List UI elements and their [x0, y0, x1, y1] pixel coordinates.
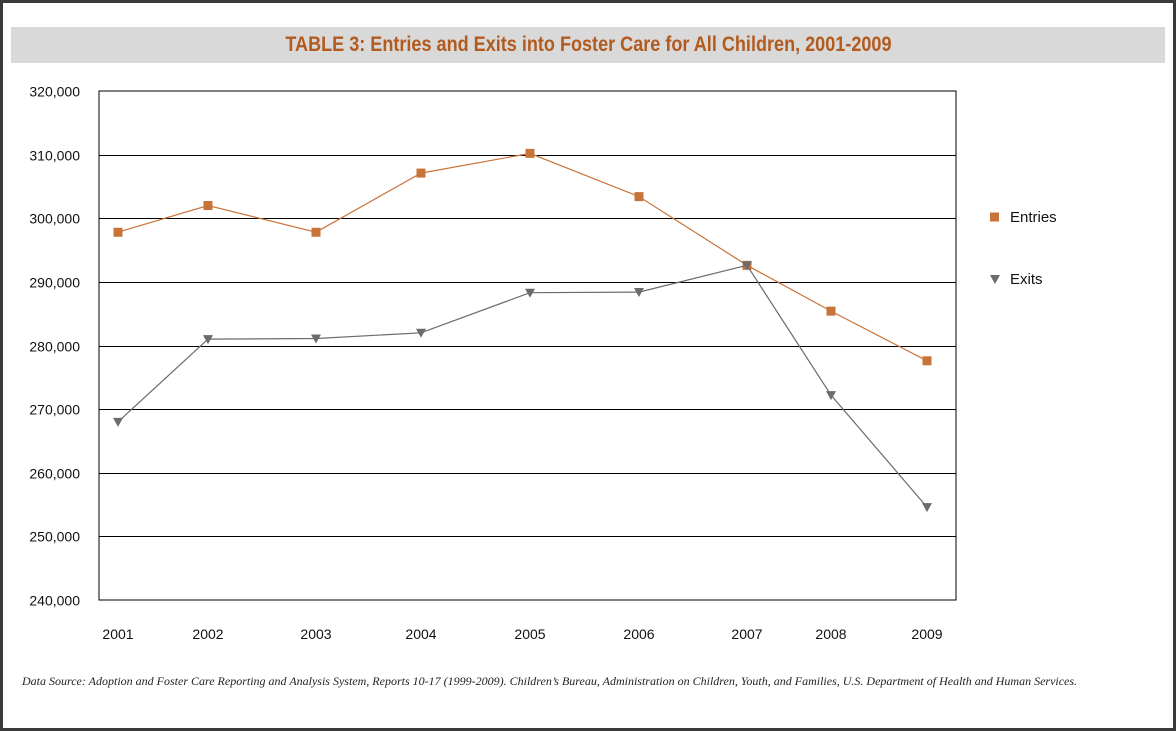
series-line-exits: [117, 264, 928, 508]
data-point-exits: [826, 391, 836, 401]
data-point-entries: [416, 168, 426, 178]
data-point-exits: [742, 261, 752, 271]
x-tick-label: 2001: [102, 626, 133, 642]
legend-label-exits: Exits: [1010, 271, 1043, 288]
x-tick-label: 2007: [731, 626, 762, 642]
x-tick-label: 2008: [815, 626, 846, 642]
x-tick-label: 2002: [192, 626, 223, 642]
y-tick-label: 280,000: [29, 339, 80, 355]
x-tick-label: 2006: [623, 626, 654, 642]
data-point-entries: [525, 148, 535, 158]
data-point-exits: [203, 335, 213, 345]
y-tick-label: 290,000: [29, 275, 80, 291]
data-point-exits: [634, 288, 644, 298]
data-point-exits: [311, 334, 321, 344]
x-tick-label: 2003: [300, 626, 331, 642]
y-tick-label: 320,000: [29, 84, 80, 100]
legend-marker-entries: [990, 212, 999, 222]
data-point-exits: [416, 328, 426, 338]
data-point-entries: [203, 201, 213, 211]
data-point-entries: [634, 192, 644, 202]
data-point-entries: [922, 356, 932, 366]
series-line-entries: [117, 152, 928, 362]
data-point-exits: [922, 503, 932, 513]
y-tick-label: 240,000: [29, 593, 80, 609]
data-point-entries: [113, 227, 123, 237]
data-point-entries: [826, 306, 836, 316]
y-tick-label: 270,000: [29, 402, 80, 418]
x-tick-label: 2005: [514, 626, 545, 642]
data-point-exits: [113, 417, 123, 427]
source-note: Data Source: Adoption and Foster Care Re…: [22, 674, 1078, 688]
y-tick-label: 300,000: [29, 211, 80, 227]
x-tick-label: 2004: [405, 626, 436, 642]
data-point-exits: [525, 288, 535, 298]
plot-area: [98, 90, 957, 601]
y-tick-label: 260,000: [29, 466, 80, 482]
y-tick-label: 310,000: [29, 148, 80, 164]
legend-marker-exits: [990, 275, 1000, 284]
chart-title: TABLE 3: Entries and Exits into Foster C…: [284, 33, 892, 56]
legend-label-entries: Entries: [1010, 209, 1057, 226]
x-tick-label: 2009: [911, 626, 942, 642]
y-tick-label: 250,000: [29, 529, 80, 545]
title-bar: TABLE 3: Entries and Exits into Foster C…: [11, 27, 1165, 63]
data-point-entries: [311, 227, 321, 237]
